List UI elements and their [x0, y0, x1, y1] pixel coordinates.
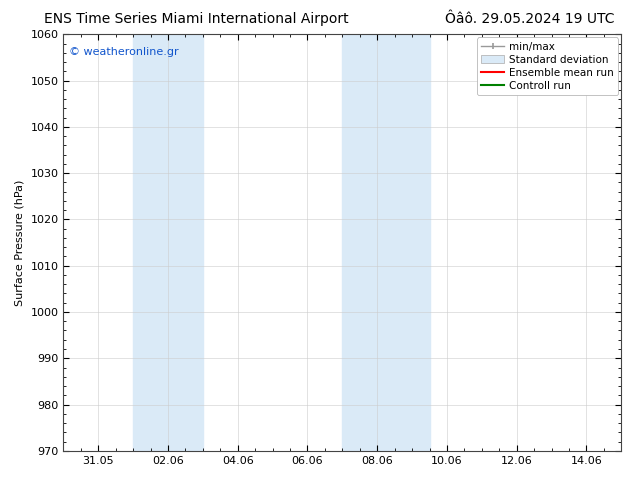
Text: © weatheronline.gr: © weatheronline.gr: [69, 47, 179, 57]
Bar: [359, 34, 429, 451]
Y-axis label: Surface Pressure (hPa): Surface Pressure (hPa): [15, 179, 25, 306]
Bar: [342, 34, 360, 451]
Text: ENS Time Series Miami International Airport: ENS Time Series Miami International Airp…: [44, 12, 349, 26]
Bar: [133, 34, 203, 451]
Text: Ôâô. 29.05.2024 19 UTC: Ôâô. 29.05.2024 19 UTC: [446, 12, 615, 26]
Legend: min/max, Standard deviation, Ensemble mean run, Controll run: min/max, Standard deviation, Ensemble me…: [477, 37, 618, 95]
